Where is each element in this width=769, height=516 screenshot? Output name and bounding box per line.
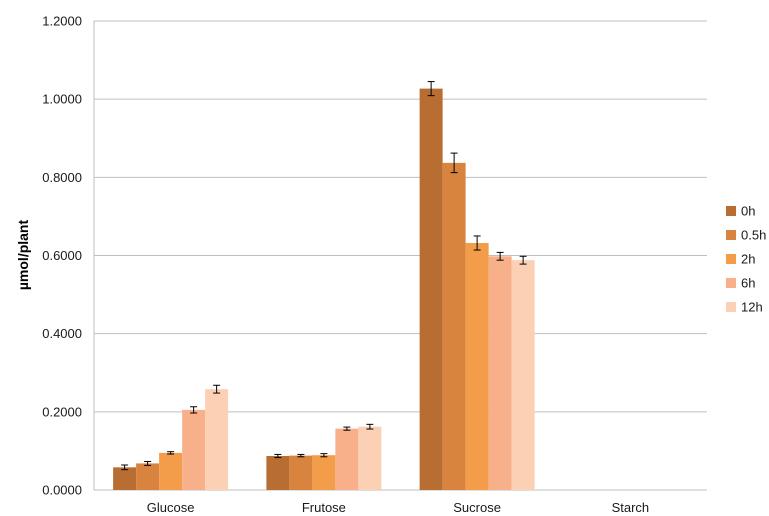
x-tick-label: Frutose [302, 500, 346, 515]
bar-glucose-6h [182, 409, 206, 490]
error-bar-glucose-12h [213, 384, 221, 394]
legend-swatch [726, 254, 736, 264]
legend-item-0h: 0h [726, 204, 755, 219]
x-tick-label: Glucose [147, 500, 195, 515]
error-bars [121, 81, 527, 471]
bar-sucrose-0h [419, 88, 443, 490]
legend-swatch [726, 230, 736, 240]
y-tick-label: 0.4000 [42, 326, 82, 341]
bar-glucose-0.5h [136, 463, 160, 490]
y-tick-label: 0.8000 [42, 170, 82, 185]
error-bar-frutose-2h [320, 453, 328, 458]
bar-frutose-0h [266, 455, 290, 490]
bars [113, 88, 535, 490]
bar-frutose-0.5h [289, 455, 313, 490]
bar-frutose-6h [335, 428, 359, 490]
error-bar-sucrose-0h [427, 81, 435, 97]
y-tick-labels: 0.0000 0.2000 0.4000 0.6000 0.8000 1.0000 1.20… [42, 14, 82, 498]
error-bar-sucrose-0.5h [450, 152, 458, 174]
y-tick-label: 0.0000 [42, 483, 82, 498]
error-bar-sucrose-12h [519, 255, 527, 265]
bar-glucose-12h [205, 389, 229, 490]
y-tick-label: 0.6000 [42, 248, 82, 263]
legend-item-0.5h: 0.5h [726, 228, 766, 243]
error-bar-frutose-0h [274, 453, 282, 459]
bar-sucrose-12h [511, 260, 535, 490]
error-bar-sucrose-6h [496, 251, 504, 261]
legend-item-6h: 6h [726, 276, 755, 291]
legend-label: 0h [741, 204, 755, 219]
error-bar-glucose-6h [190, 406, 198, 414]
x-tick-label: Starch [612, 500, 650, 515]
bar-sucrose-2h [465, 242, 489, 490]
legend-swatch [726, 302, 736, 312]
legend-item-2h: 2h [726, 252, 755, 267]
y-tick-label: 1.0000 [42, 92, 82, 107]
error-bar-glucose-0.5h [144, 460, 152, 466]
error-bar-glucose-0h [121, 464, 129, 471]
bar-sucrose-6h [488, 256, 512, 490]
bar-frutose-12h [358, 426, 382, 490]
bar-glucose-0h [113, 467, 137, 490]
error-bar-frutose-6h [343, 426, 351, 431]
error-bar-glucose-2h [167, 451, 175, 455]
legend-item-12h: 12h [726, 300, 763, 315]
error-bar-frutose-12h [366, 423, 374, 430]
x-tick-labels: Glucose Frutose Sucrose Starch [147, 500, 649, 515]
legend-label: 12h [741, 300, 763, 315]
y-tick-label: 1.2000 [42, 14, 82, 29]
bar-sucrose-0.5h [442, 162, 466, 490]
legend-label: 6h [741, 276, 755, 291]
x-tick-label: Sucrose [453, 500, 501, 515]
legend-label: 0.5h [741, 228, 766, 243]
y-axis-title: µmol/plant [15, 220, 31, 291]
legend: 0h 0.5h 2h 6h 12h [726, 204, 766, 315]
legend-swatch [726, 278, 736, 288]
legend-swatch [726, 206, 736, 216]
y-tick-label: 0.2000 [42, 404, 82, 419]
bar-frutose-2h [312, 455, 336, 490]
error-bar-frutose-0.5h [297, 453, 305, 458]
error-bar-sucrose-2h [473, 235, 481, 251]
legend-label: 2h [741, 252, 755, 267]
bar-glucose-2h [159, 452, 183, 490]
